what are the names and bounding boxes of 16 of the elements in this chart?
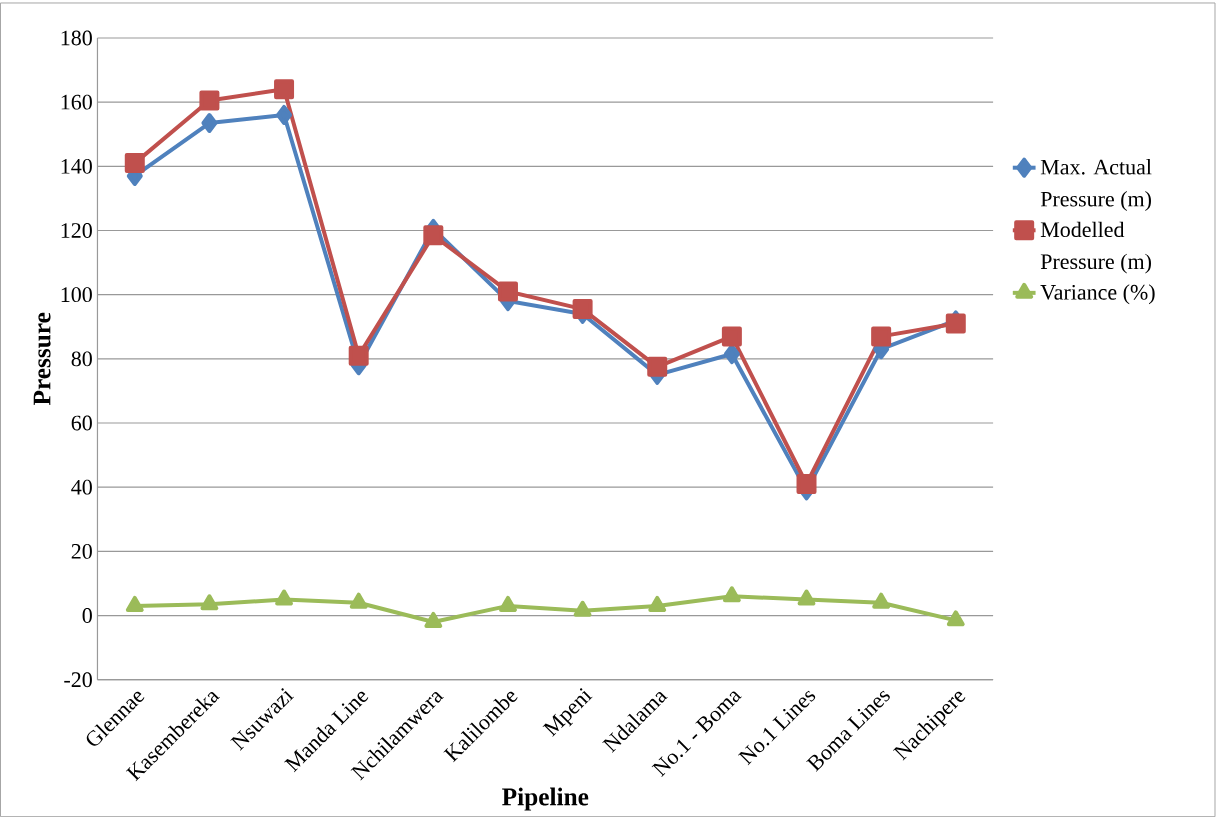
y-tick-label: 80	[71, 351, 92, 367]
y-tick-label: 140	[61, 158, 92, 174]
legend-label: Max. Actual Pressure (m)	[1040, 159, 1152, 211]
y-tick-label: 40	[71, 479, 92, 495]
y-tick-label: 180	[61, 30, 92, 46]
x-axis-title: Pipeline	[502, 787, 589, 811]
legend-label: Modelled Pressure (m)	[1040, 221, 1151, 274]
y-tick-label: 0	[82, 608, 92, 623]
legend-label: Variance (%)	[1040, 284, 1155, 305]
y-axis-title: Pressure	[33, 312, 51, 405]
y-tick-label: 100	[61, 287, 92, 303]
y-tick-label: 120	[61, 222, 92, 238]
y-tick-label: 160	[61, 94, 92, 110]
y-tick-label: 20	[71, 543, 92, 559]
y-tick-label: 60	[71, 415, 92, 431]
y-tick-label: -20	[64, 672, 92, 688]
